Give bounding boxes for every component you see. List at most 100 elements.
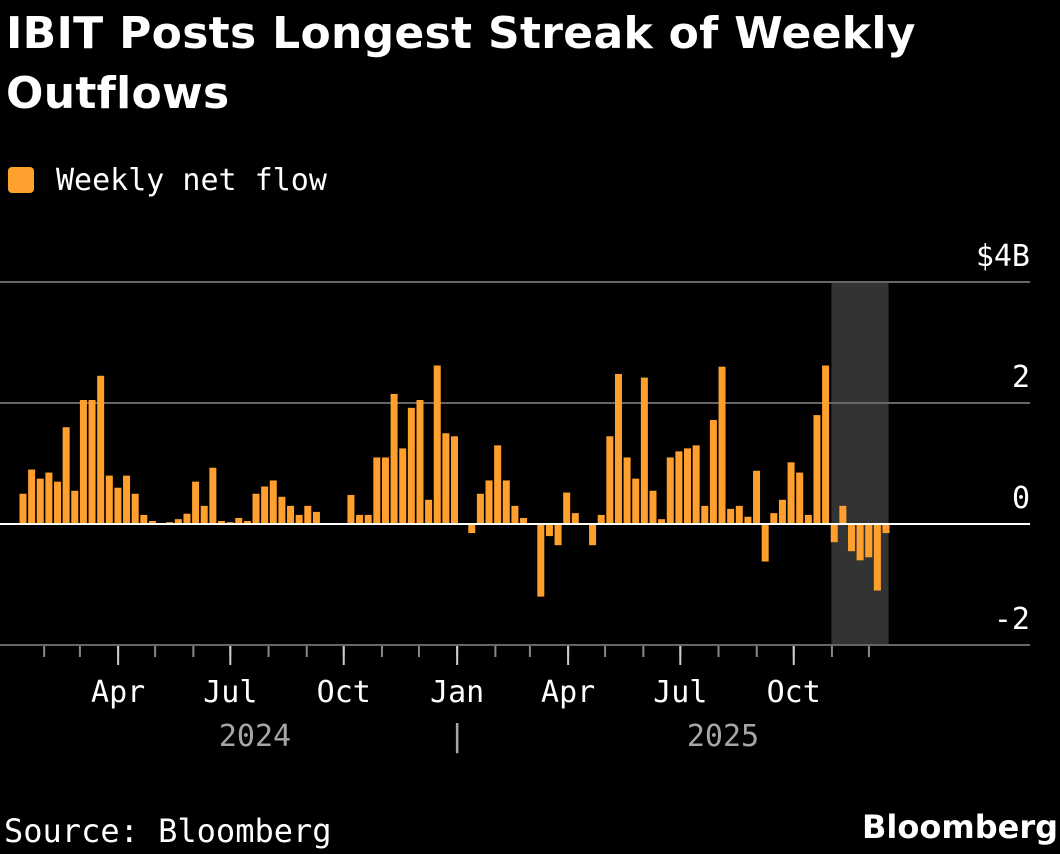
bar [692,445,700,524]
bar [485,480,493,524]
bar [476,493,484,524]
y-tick-label: 2 [1012,360,1030,395]
bar [804,514,812,524]
bar [632,478,640,524]
bar [364,514,372,524]
chart-title: IBIT Posts Longest Streak of Weekly Outf… [6,8,916,119]
bar [502,480,510,524]
bar [148,520,156,524]
bar [520,517,528,524]
bar [425,499,433,524]
y-tick-label: 0 [1012,481,1030,516]
x-tick-label: Apr [91,675,145,710]
bar [865,524,873,558]
bar [545,524,553,537]
brand-logo: Bloomberg [862,808,1058,846]
bar [174,519,182,524]
bar [243,520,251,524]
year-label: 2025 [687,719,759,754]
bar [217,520,225,524]
bar [847,524,855,552]
bar [261,486,269,524]
bar [373,457,381,524]
bar [312,511,320,524]
bar [287,505,295,524]
bar [494,445,502,524]
bar [778,499,786,524]
bar [675,451,683,524]
x-tick-label: Jan [430,675,484,710]
bar [718,366,726,524]
bar [856,524,864,561]
bar [71,490,79,524]
bar [36,478,44,524]
bar [416,399,424,524]
bar [873,524,881,591]
y-tick-label: -2 [994,602,1030,637]
bar [62,427,70,524]
bar [796,472,804,524]
bar [770,513,778,524]
bar [295,514,303,524]
bar [589,524,597,546]
x-tick-label: Oct [317,675,371,710]
bar [200,505,208,524]
bar [571,513,579,524]
x-tick-label: Apr [541,675,595,710]
bar [753,470,761,524]
bar [658,519,666,524]
bar [209,467,217,524]
bar [19,493,27,524]
bar [407,407,415,524]
bar [381,457,389,524]
bar [390,393,398,524]
bar [304,505,312,524]
bar [356,514,364,524]
bar [709,419,717,524]
bar [131,493,139,524]
bar [511,505,519,524]
bar [761,524,769,562]
x-tick-label: Jul [653,675,707,710]
bar [114,487,122,524]
bar [830,524,838,543]
bar [537,524,545,597]
bar [399,448,407,524]
x-tick-label: Oct [767,675,821,710]
bar [192,481,200,524]
bar [649,490,657,524]
bar [787,462,795,524]
bar [123,475,131,524]
bar [614,373,622,524]
bar [735,505,743,524]
bar [684,448,692,524]
bar [468,524,476,534]
bar [727,508,735,524]
bar [623,457,631,524]
bar [97,375,105,524]
bar [640,377,648,524]
bar [105,475,113,524]
bar [347,494,355,524]
bar [839,505,847,524]
year-separator: | [448,719,466,754]
bar [882,524,890,534]
bar [235,517,243,524]
bar [451,436,458,524]
bar [597,514,605,524]
year-label: 2024 [219,719,291,754]
bar [813,415,821,524]
bar [278,496,286,524]
x-tick-label: Jul [203,675,257,710]
bar [744,516,752,524]
bar [666,457,674,524]
legend-swatch [8,167,34,193]
bar [822,365,830,524]
y-tick-label: $4B [976,239,1030,274]
bar [140,514,148,524]
bar [45,472,53,524]
bar [183,513,191,524]
bar [606,436,614,524]
bar [554,524,562,546]
